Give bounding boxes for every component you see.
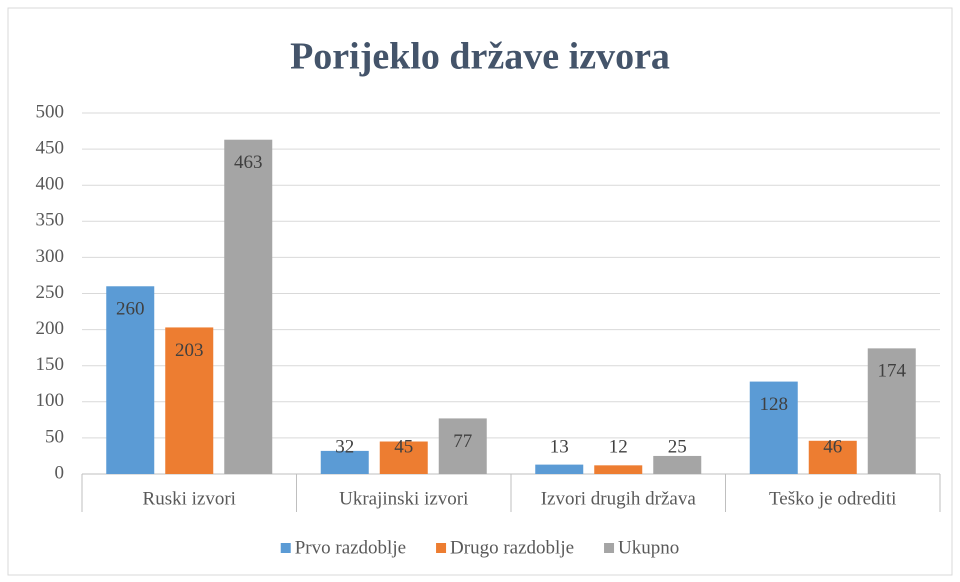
- data-label: 13: [550, 436, 569, 457]
- y-tick-label: 400: [36, 174, 65, 195]
- bar: [379, 441, 428, 474]
- y-tick-label: 450: [36, 137, 65, 158]
- x-tick-label: Teško je odrediti: [769, 488, 896, 509]
- legend-swatch: [436, 543, 447, 553]
- y-tick-label: 100: [36, 390, 65, 411]
- data-label: 12: [609, 436, 628, 457]
- y-tick-label: 0: [55, 462, 65, 483]
- chart-title: Porijeklo države izvora: [290, 36, 670, 78]
- data-label: 32: [335, 436, 354, 457]
- bar: [594, 465, 643, 474]
- data-label: 203: [175, 340, 204, 361]
- legend-label: Prvo razdoblje: [295, 537, 406, 558]
- x-tick-label: Ukrajinski izvori: [339, 488, 468, 509]
- bar: [438, 418, 487, 474]
- legend-swatch: [280, 543, 291, 553]
- data-label: 77: [453, 431, 472, 452]
- data-label: 46: [823, 436, 842, 457]
- legend-label: Ukupno: [618, 537, 679, 558]
- y-tick-label: 50: [45, 426, 64, 447]
- legend-label: Drugo razdoblje: [450, 537, 574, 558]
- data-label: 463: [234, 152, 263, 173]
- data-label: 25: [668, 436, 687, 457]
- x-tick-label: Ruski izvori: [143, 488, 236, 509]
- bar: [165, 327, 214, 474]
- bar: [535, 464, 584, 474]
- bar: [106, 286, 155, 474]
- x-tick-label: Izvori drugih država: [541, 488, 697, 509]
- y-tick-label: 150: [36, 354, 65, 375]
- y-tick-label: 200: [36, 318, 65, 339]
- bar: [808, 440, 857, 474]
- y-tick-label: 250: [36, 282, 65, 303]
- data-label: 45: [394, 436, 413, 457]
- bar: [653, 455, 702, 474]
- data-label: 174: [878, 361, 907, 382]
- bar: [749, 381, 798, 474]
- bar: [867, 348, 916, 474]
- chart-border: [7, 7, 953, 576]
- data-label: 260: [116, 299, 145, 320]
- bar: [224, 139, 273, 475]
- y-tick-label: 500: [36, 101, 65, 122]
- y-tick-label: 350: [36, 210, 65, 231]
- data-label: 128: [760, 394, 789, 415]
- y-tick-label: 300: [36, 246, 65, 267]
- bar: [320, 450, 369, 474]
- legend-swatch: [604, 543, 615, 553]
